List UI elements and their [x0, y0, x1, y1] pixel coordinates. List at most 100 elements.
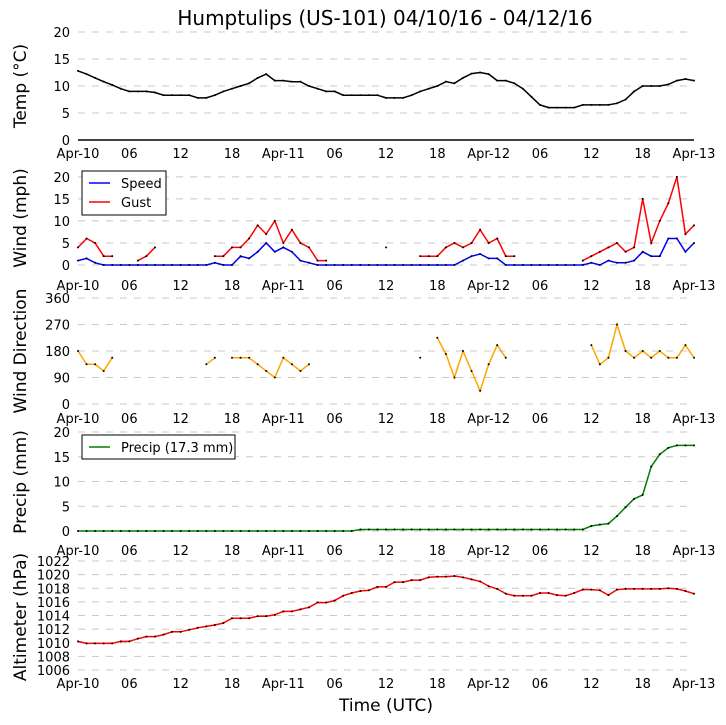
data-point: [556, 106, 559, 109]
data-point: [265, 73, 268, 76]
data-point: [308, 530, 310, 532]
y-tick-label: 270: [45, 319, 70, 334]
data-point: [410, 528, 413, 531]
data-point: [248, 356, 251, 359]
data-point: [616, 588, 618, 591]
data-point: [213, 94, 216, 97]
data-point: [556, 594, 559, 597]
data-point: [504, 79, 507, 82]
y-tick-label: 0: [62, 398, 70, 413]
data-point: [684, 444, 687, 447]
data-point: [539, 592, 541, 595]
data-point: [444, 352, 447, 355]
data-point: [547, 592, 550, 595]
data-point: [419, 579, 422, 582]
data-point: [675, 237, 678, 240]
data-point: [410, 579, 413, 582]
data-point: [453, 376, 456, 379]
data-point: [675, 79, 678, 82]
data-point: [436, 255, 439, 258]
data-point: [299, 608, 302, 611]
data-point: [650, 241, 653, 244]
data-point: [470, 255, 473, 258]
data-point: [590, 588, 593, 591]
data-point: [85, 642, 88, 645]
x-tick-label: 06: [326, 544, 343, 559]
data-point: [462, 528, 464, 531]
data-point: [487, 241, 490, 244]
x-tick-label: Apr-10: [57, 677, 100, 692]
data-point: [171, 530, 174, 532]
data-point: [633, 356, 636, 359]
data-point: [205, 530, 208, 532]
data-point: [496, 344, 499, 347]
series-line: [77, 321, 695, 393]
data-point: [513, 264, 516, 266]
x-tick-label: Apr-11: [262, 279, 305, 294]
data-point: [213, 530, 216, 532]
data-point: [342, 94, 345, 97]
data-point: [453, 574, 456, 577]
data-point: [299, 241, 302, 244]
data-point: [265, 241, 268, 244]
x-tick-label: Apr-13: [673, 544, 716, 559]
data-point: [385, 96, 387, 99]
data-point: [273, 219, 276, 222]
y-tick-label: 20: [53, 426, 70, 441]
data-point: [419, 264, 422, 266]
data-point: [658, 255, 661, 258]
data-point: [624, 250, 627, 253]
data-point: [119, 87, 122, 90]
data-point: [213, 261, 216, 264]
data-point: [427, 528, 430, 531]
y-tick-label: 0: [62, 525, 70, 540]
data-point: [282, 356, 285, 359]
data-point: [385, 585, 387, 588]
data-point: [598, 523, 601, 526]
data-point: [402, 581, 405, 584]
data-point: [248, 82, 251, 85]
data-point: [367, 528, 370, 531]
x-tick-label: 12: [172, 677, 189, 692]
data-point: [256, 363, 259, 366]
data-point: [162, 94, 165, 97]
data-point: [265, 530, 268, 532]
data-point: [650, 587, 653, 590]
data-point: [693, 444, 695, 447]
x-tick-label: 12: [172, 544, 189, 559]
data-point: [342, 264, 345, 266]
y-tick-label: 1008: [37, 650, 70, 665]
data-point: [633, 246, 636, 249]
y-tick-label: 15: [53, 53, 70, 68]
data-point: [350, 530, 353, 532]
data-point: [462, 246, 464, 249]
data-point: [299, 530, 302, 532]
data-point: [162, 264, 165, 266]
data-point: [539, 528, 541, 531]
data-point: [513, 528, 516, 531]
data-point: [658, 453, 661, 456]
data-point: [316, 264, 319, 266]
data-point: [675, 175, 678, 178]
data-point: [607, 246, 610, 249]
data-point: [265, 615, 268, 618]
x-tick-label: 06: [121, 412, 138, 427]
x-tick-label: Apr-13: [673, 412, 716, 427]
legend: Precip (17.3 mm): [81, 434, 236, 460]
y-tick-label: 1022: [37, 555, 70, 570]
data-point: [325, 530, 328, 532]
data-point: [479, 389, 482, 392]
y-axis-label: Altimeter (hPa): [11, 553, 31, 681]
data-point: [410, 264, 413, 266]
data-point: [496, 587, 499, 590]
data-point: [470, 370, 473, 373]
data-point: [470, 528, 473, 531]
data-point: [479, 71, 482, 74]
data-point: [248, 530, 251, 532]
data-point: [128, 640, 131, 643]
data-point: [145, 264, 148, 266]
data-point: [504, 592, 507, 595]
data-point: [684, 344, 687, 347]
x-tick-label: 12: [378, 412, 395, 427]
